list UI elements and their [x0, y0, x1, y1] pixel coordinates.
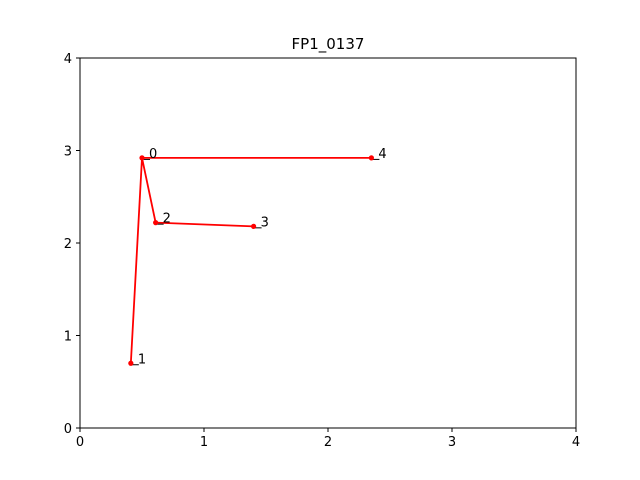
data-point: [153, 220, 159, 226]
x-tick-label: 0: [76, 435, 84, 450]
data-point: [251, 223, 257, 229]
series-lines: [129, 156, 373, 365]
point-label: 2: [163, 212, 171, 227]
data-point: [128, 360, 134, 366]
point-label: 4: [378, 147, 386, 162]
series-segment: [154, 221, 255, 228]
plot-area: [79, 57, 577, 429]
x-tick-label: 3: [448, 435, 456, 450]
chart-title: FP1_0137: [292, 35, 365, 54]
series-segment: [141, 156, 157, 224]
data-point: [368, 155, 374, 161]
y-tick-label: 3: [64, 145, 72, 160]
x-tick-label: 2: [324, 435, 332, 450]
data-point: [139, 155, 145, 161]
y-tick-label: 0: [64, 422, 72, 437]
point-label: 0: [149, 147, 157, 162]
series-segment: [129, 156, 143, 365]
x-tick-label: 4: [572, 435, 580, 450]
x-tick-label: 1: [200, 435, 208, 450]
point-label: 3: [261, 215, 269, 230]
y-tick-label: 1: [64, 330, 72, 345]
y-tick-label: 4: [64, 52, 72, 67]
axis-ticks: 0 1 2 3 4 0 1 2 3 4: [64, 52, 580, 450]
series-points: 0 1 2 3 4: [128, 147, 387, 367]
y-tick-label: 2: [64, 237, 72, 252]
point-label: 1: [138, 352, 146, 367]
